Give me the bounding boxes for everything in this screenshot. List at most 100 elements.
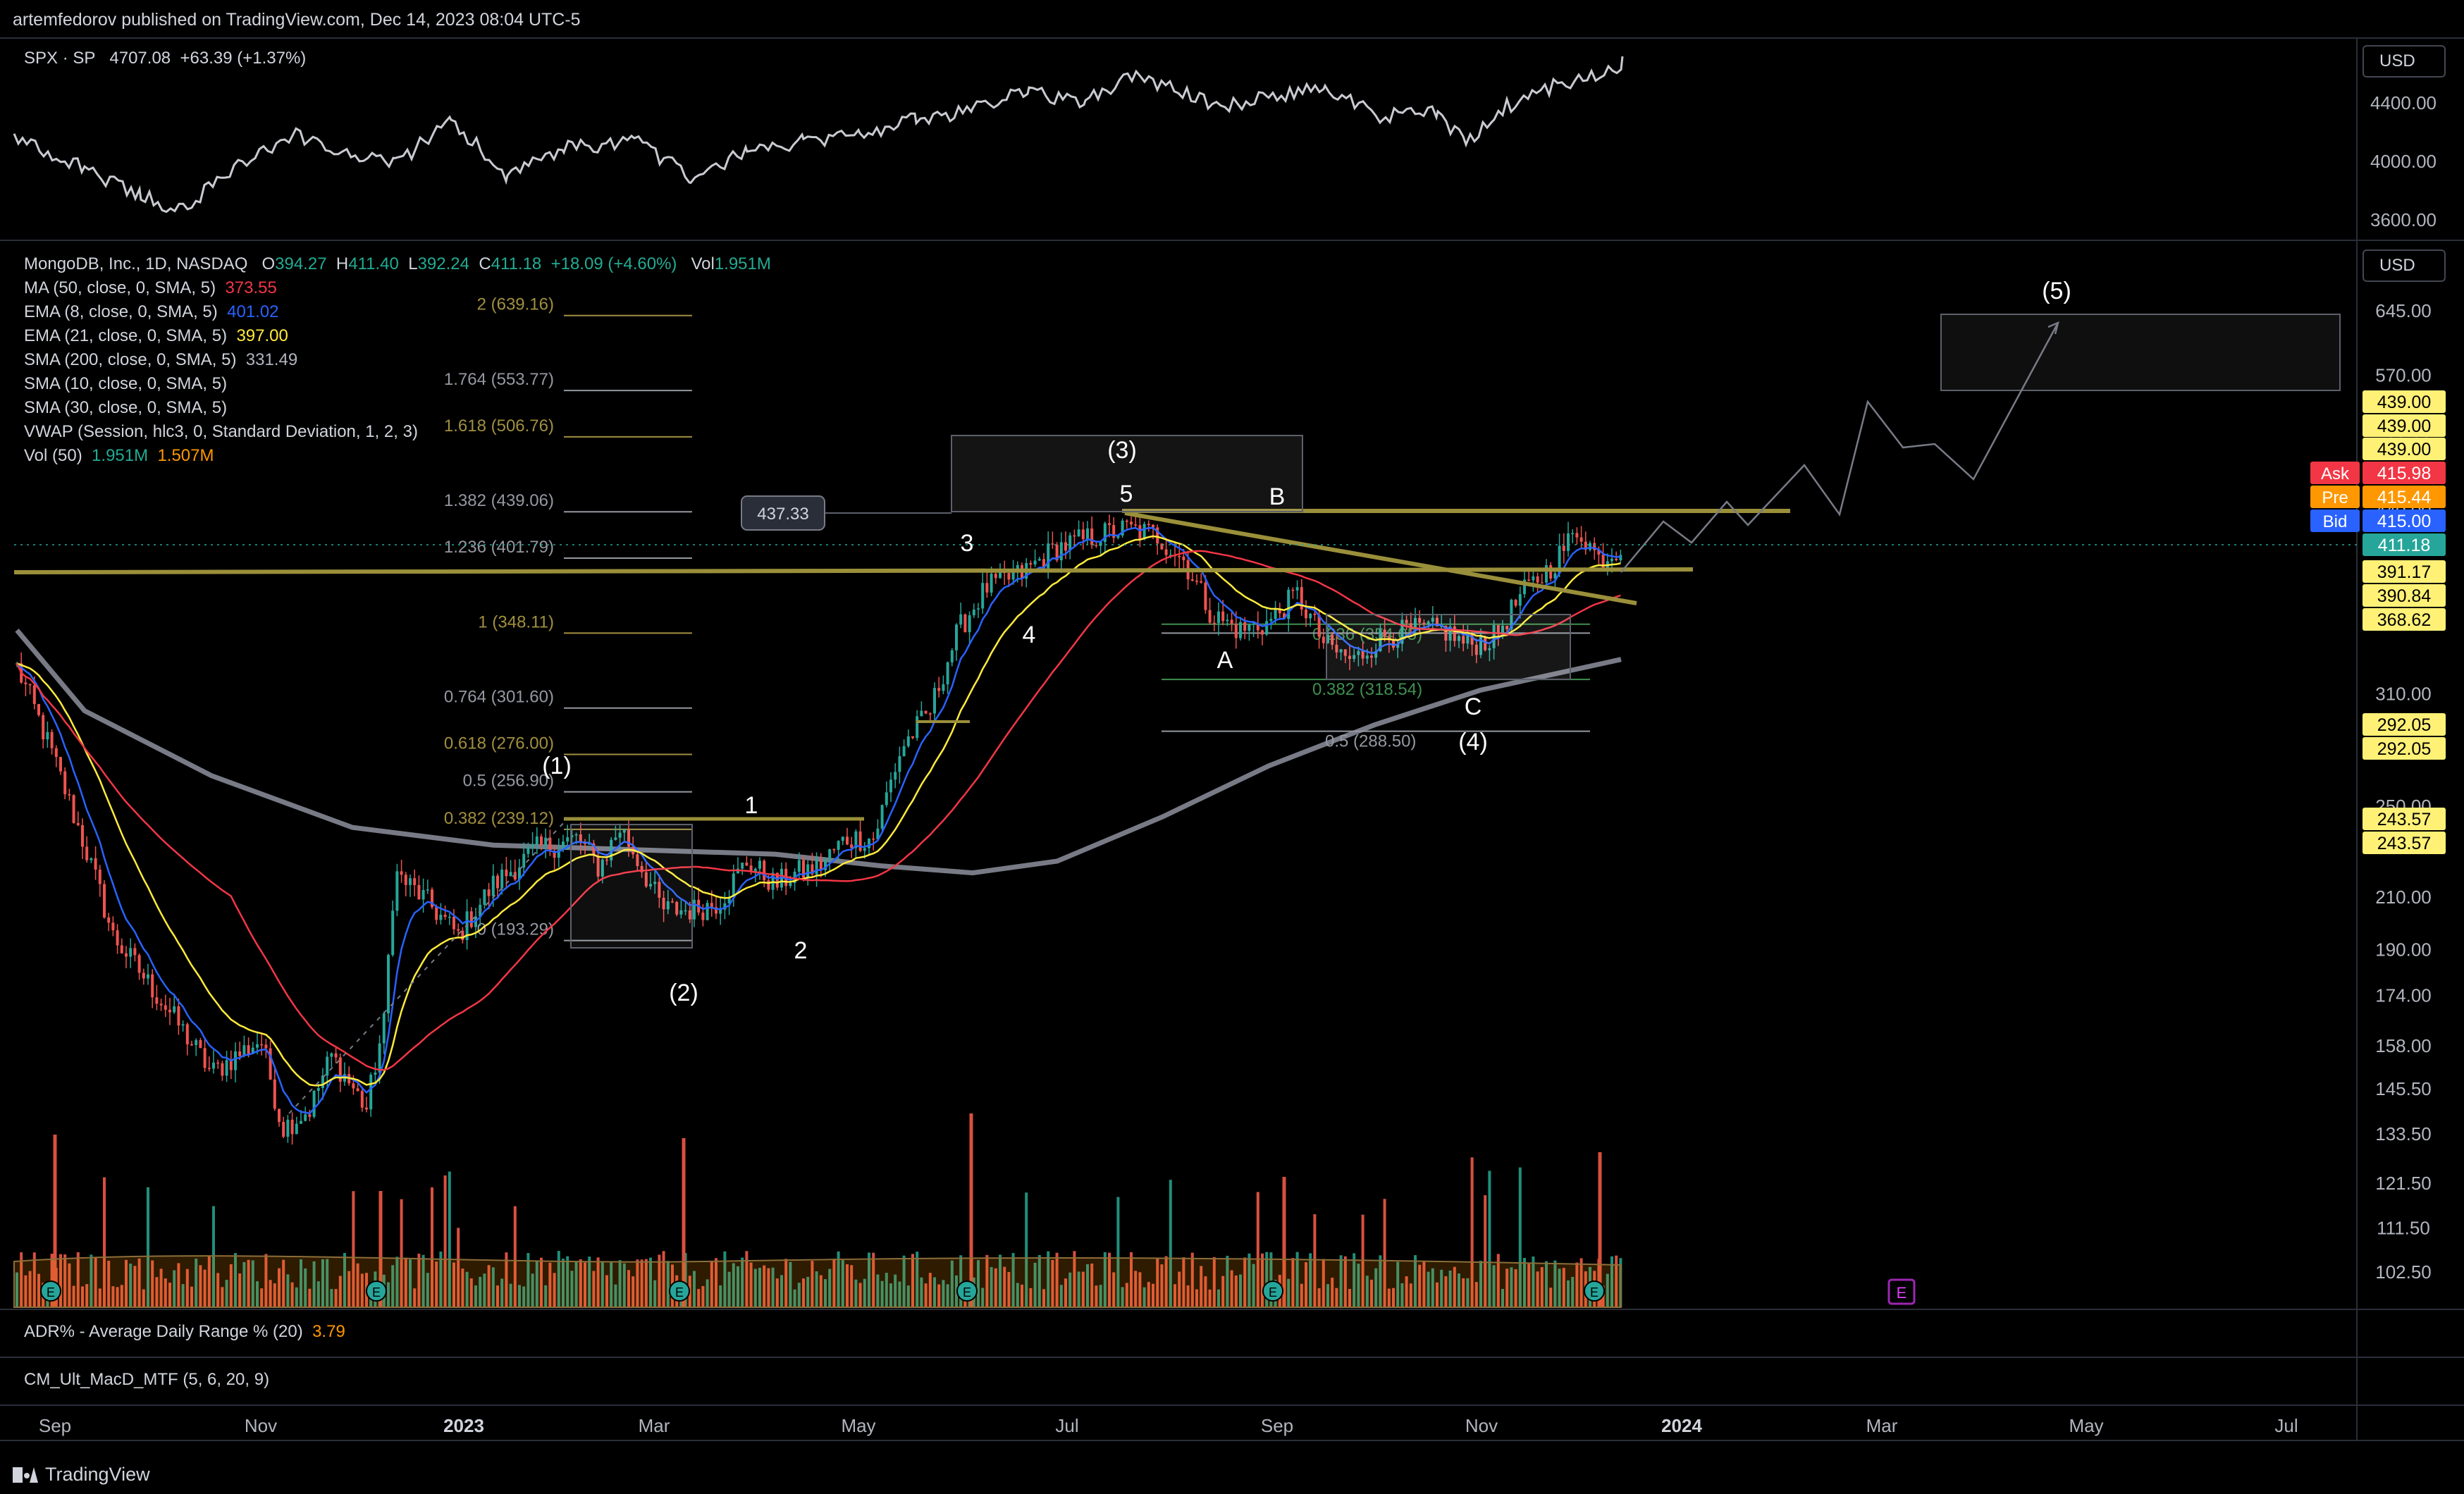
candle — [500, 863, 504, 895]
volume-bar — [1147, 1282, 1150, 1307]
candle — [387, 953, 390, 1023]
volume-bar — [1234, 1275, 1238, 1307]
footer-brand[interactable]: TradingView — [13, 1464, 150, 1486]
indicator-row[interactable]: EMA (21, close, 0, SMA, 5) 397.00 — [24, 324, 771, 348]
volume-bar — [653, 1280, 657, 1307]
indicator-row[interactable]: MA (50, close, 0, SMA, 5) 373.55 — [24, 276, 771, 300]
volume-bar — [592, 1271, 596, 1307]
candle — [286, 1115, 290, 1143]
candle — [644, 861, 648, 888]
volume-bar — [666, 1261, 670, 1307]
candle — [1466, 625, 1470, 649]
volume-bar — [627, 1270, 630, 1307]
volume-bar — [98, 1288, 101, 1307]
adr-pane-title[interactable]: ADR% - Average Daily Range % (20) 3.79 — [24, 1322, 345, 1342]
price-tag: 439.00 — [2363, 414, 2446, 437]
fib-level-label: 1.764 (553.77) — [444, 370, 554, 389]
candle — [653, 870, 657, 894]
volume-bar — [500, 1278, 504, 1307]
volume-bar — [137, 1258, 141, 1307]
quote-side-tag — [2310, 510, 2360, 532]
price-axis-label: 111.50 — [2377, 1218, 2430, 1239]
volume-bar — [251, 1260, 254, 1307]
svg-text:E: E — [1897, 1284, 1907, 1302]
time-axis-label: Nov — [244, 1415, 278, 1436]
wave-label: 5 — [1120, 481, 1133, 507]
volume-bar — [116, 1287, 119, 1307]
projection-arrowhead — [2047, 321, 2059, 335]
spx-symbol[interactable]: SPX · SP — [24, 49, 96, 68]
candle — [1527, 571, 1531, 582]
volume-bar — [1248, 1253, 1251, 1307]
volume-bar — [1021, 1284, 1023, 1307]
candle — [819, 853, 823, 878]
volume-bar — [1186, 1285, 1190, 1307]
volume-bar — [977, 1260, 980, 1307]
volume-bar — [1536, 1271, 1539, 1307]
wave-label: (5) — [2042, 278, 2071, 304]
price-tag-text: 391.17 — [2377, 562, 2431, 582]
volume-bar — [898, 1281, 901, 1307]
candle — [959, 603, 963, 629]
candle — [260, 1034, 264, 1056]
price-axis-label: 102.50 — [2375, 1261, 2432, 1283]
candle — [421, 878, 425, 913]
spx-currency-button[interactable]: USD — [2363, 45, 2446, 78]
candle — [1142, 521, 1146, 541]
price-axis-label: 121.50 — [2375, 1173, 2432, 1194]
volume-bar — [1357, 1264, 1360, 1307]
volume-bar — [1116, 1197, 1120, 1307]
indicator-row[interactable]: SMA (200, close, 0, SMA, 5) 331.49 — [24, 348, 771, 372]
candle — [173, 994, 176, 1014]
volume-bar — [1527, 1264, 1531, 1307]
candle — [1226, 613, 1229, 626]
price-tag-text: 390.84 — [2377, 586, 2432, 606]
volume-bar — [1496, 1254, 1500, 1307]
indicator-row[interactable]: VWAP (Session, hlc3, 0, Standard Deviati… — [24, 420, 771, 444]
candle — [212, 1050, 215, 1074]
volume-bar — [1322, 1259, 1325, 1307]
volume-bar — [409, 1259, 412, 1307]
macd-pane-title[interactable]: CM_Ult_MacD_MTF (5, 6, 20, 9) — [24, 1370, 270, 1389]
candle — [894, 763, 897, 789]
spx-change: +63.39 (+1.37%) — [180, 49, 307, 68]
volume-bar — [1409, 1283, 1412, 1307]
candle — [443, 905, 447, 920]
volume-bar — [300, 1259, 302, 1307]
candle — [1571, 529, 1575, 543]
time-axis-label: Mar — [638, 1415, 670, 1436]
candle — [225, 1051, 228, 1082]
wave-label: B — [1269, 483, 1286, 510]
volume-bar — [426, 1273, 429, 1307]
candle — [868, 838, 870, 856]
volume-bar — [649, 1257, 652, 1307]
indicator-row[interactable]: SMA (30, close, 0, SMA, 5) — [24, 396, 771, 420]
candle — [741, 863, 744, 875]
price-axis-label: 133.50 — [2375, 1123, 2432, 1144]
candle — [963, 613, 967, 633]
volume-bar — [1610, 1256, 1613, 1307]
time-axis-label: Nov — [1465, 1415, 1498, 1436]
volume-bar — [133, 1266, 137, 1307]
volume-bar — [37, 1273, 40, 1307]
high-value: 411.40 — [348, 254, 399, 273]
candle — [1496, 624, 1500, 646]
time-axis-label: Jul — [2274, 1415, 2298, 1436]
volume-bar — [819, 1275, 823, 1307]
earnings-marker: E — [1584, 1280, 1605, 1302]
candle — [290, 1112, 294, 1145]
indicator-row[interactable]: EMA (8, close, 0, SMA, 5) 401.02 — [24, 300, 771, 324]
volume-bar — [693, 1271, 696, 1307]
indicator-row[interactable]: SMA (10, close, 0, SMA, 5) — [24, 372, 771, 396]
volume-bar — [701, 1285, 705, 1307]
volume-bar — [90, 1254, 93, 1307]
main-currency-button[interactable]: USD — [2363, 249, 2446, 282]
indicator-value: 397.00 — [227, 326, 288, 345]
volume-bar — [120, 1285, 123, 1307]
indicator-row[interactable]: Vol (50) 1.951M 1.507M — [24, 444, 771, 468]
volume-bar — [417, 1253, 421, 1307]
volume-bar — [487, 1265, 491, 1307]
volume-bar — [469, 1278, 473, 1307]
symbol-ohlc-row[interactable]: MongoDB, Inc., 1D, NASDAQ O394.27 H411.4… — [24, 252, 771, 276]
